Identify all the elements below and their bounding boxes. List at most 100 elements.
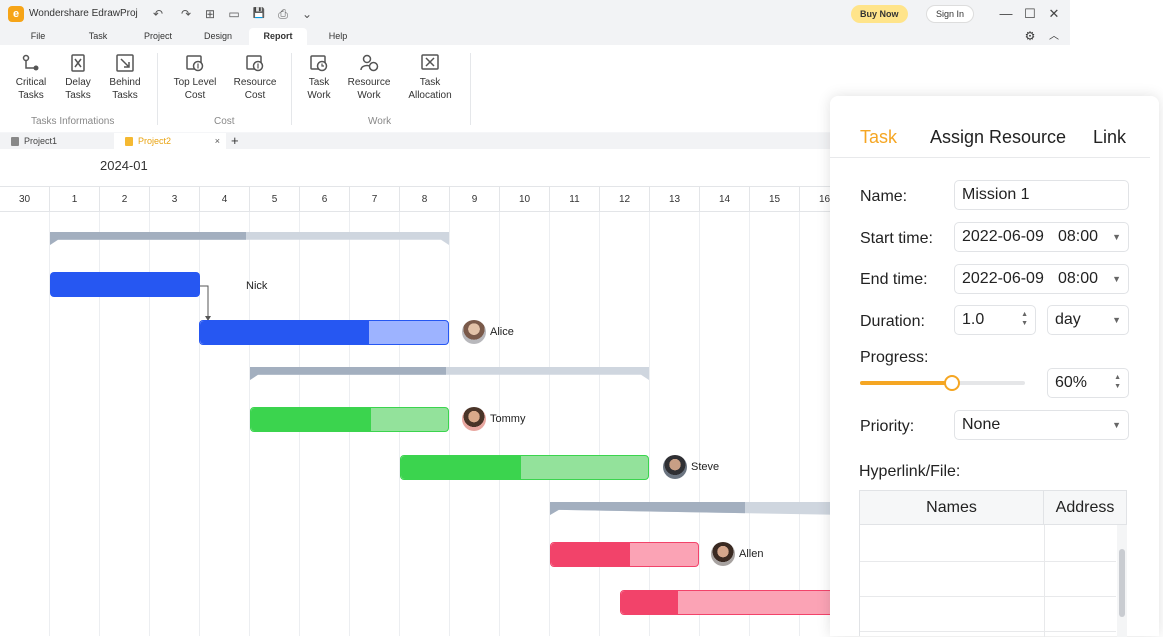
day-cell: 30 [0, 187, 50, 212]
duration-stepper[interactable]: 1.0 ▲ ▼ [954, 305, 1036, 335]
behind-tasks-line2: Tasks [112, 90, 138, 101]
end-time-picker[interactable]: 2022-06-09 08:00 ▼ [954, 264, 1129, 294]
app-title: Wondershare EdrawProj [29, 8, 138, 19]
top-level-cost-icon [186, 55, 204, 72]
menu-file[interactable]: File [30, 31, 46, 41]
day-cell: 8 [400, 187, 450, 212]
day-cell: 9 [450, 187, 500, 212]
new-icon[interactable]: ⊞ [204, 7, 216, 21]
tab-project2[interactable]: Project2 × [114, 133, 226, 149]
resource-work-button[interactable]: Resource Work [344, 53, 394, 102]
table-row[interactable] [860, 631, 1116, 632]
resource-name: Nick [246, 280, 268, 292]
print-icon[interactable]: ⎙ [278, 7, 288, 21]
resource-work-icon [360, 54, 379, 72]
critical-tasks-button[interactable]: Critical Tasks [10, 53, 52, 102]
menu-task[interactable]: Task [88, 31, 108, 41]
document-tabs: Project1 Project2 × + [0, 133, 1070, 149]
critical-tasks-icon [22, 54, 39, 71]
menu-report[interactable]: Report [249, 28, 307, 45]
tasks-informations-group-label: Tasks Informations [31, 116, 115, 127]
start-time-label: Start time: [860, 230, 933, 247]
start-time-value: 08:00 [1058, 228, 1099, 245]
table-scrollbar[interactable] [1117, 525, 1127, 637]
task-work-button[interactable]: Task Work [300, 53, 338, 102]
redo-icon[interactable]: ↷ [180, 7, 192, 21]
tab-link[interactable]: Link [1093, 127, 1127, 147]
day-cell: 10 [500, 187, 550, 212]
add-tab-button[interactable]: + [231, 133, 239, 148]
close-icon[interactable]: ✕ [1048, 6, 1060, 21]
top-level-cost-button[interactable]: Top Level Cost [169, 53, 221, 102]
undo-icon[interactable]: ↶ [152, 7, 164, 21]
stepper-arrows-icon[interactable]: ▲ ▼ [1021, 311, 1028, 327]
grid-line [99, 212, 100, 636]
start-time-picker[interactable]: 2022-06-09 08:00 ▼ [954, 222, 1129, 252]
priority-select[interactable]: None ▼ [954, 410, 1129, 440]
open-folder-icon[interactable]: ▭ [228, 7, 240, 21]
task-bar-nick[interactable] [50, 272, 200, 297]
avatar [462, 407, 486, 431]
summary-bar[interactable] [550, 502, 850, 515]
task-bar-allen[interactable] [550, 542, 699, 567]
save-icon[interactable]: 💾 [252, 8, 266, 19]
day-cell: 11 [550, 187, 600, 212]
summary-progress [550, 502, 745, 515]
buy-now-button[interactable]: Buy Now [851, 5, 908, 23]
customize-icon[interactable]: ⌄ [301, 7, 313, 21]
settings-gear-icon[interactable]: ⚙ [1024, 29, 1036, 43]
task-progress [401, 456, 521, 479]
grid-line [599, 212, 600, 636]
ribbon-separator [470, 53, 471, 125]
tab-task[interactable]: Task [860, 127, 898, 147]
stepper-arrows-icon[interactable]: ▲ ▼ [1114, 374, 1121, 390]
resource-cost-button[interactable]: Resource Cost [229, 53, 281, 102]
name-input[interactable]: Mission 1 [954, 180, 1129, 210]
tab-project1[interactable]: Project1 [0, 133, 112, 149]
behind-tasks-icon [116, 54, 134, 72]
menu-project[interactable]: Project [143, 31, 172, 41]
progress-stepper[interactable]: 60% ▲ ▼ [1047, 368, 1129, 398]
task-allocation-button[interactable]: Task Allocation [402, 53, 458, 102]
minimize-icon[interactable]: — [999, 6, 1013, 21]
progress-slider-thumb[interactable] [944, 375, 961, 391]
task-bar-steve[interactable] [400, 455, 649, 480]
grid-line [799, 212, 800, 636]
app-logo-icon: e [8, 6, 24, 22]
menu-help[interactable]: Help [328, 31, 348, 41]
priority-label: Priority: [860, 418, 915, 435]
task-bar[interactable] [620, 590, 870, 615]
dropdown-caret-icon: ▼ [1112, 274, 1121, 284]
delay-tasks-button[interactable]: Delay Tasks [58, 53, 98, 102]
top-level-cost-line1: Top Level [173, 77, 217, 88]
tab-assign-resource[interactable]: Assign Resource [930, 127, 1067, 147]
cost-group-label: Cost [214, 116, 235, 127]
delay-tasks-icon [71, 54, 85, 72]
task-allocation-icon [421, 54, 439, 70]
table-row[interactable] [860, 596, 1116, 597]
maximize-icon[interactable]: ☐ [1024, 6, 1036, 21]
critical-tasks-line2: Tasks [18, 90, 44, 101]
task-bar-alice[interactable] [199, 320, 449, 345]
scrollbar-thumb[interactable] [1119, 549, 1125, 617]
progress-slider[interactable] [860, 375, 1025, 391]
behind-tasks-button[interactable]: Behind Tasks [104, 53, 146, 102]
day-cell: 4 [200, 187, 250, 212]
close-tab-icon[interactable]: × [214, 136, 220, 146]
duration-unit-select[interactable]: day ▼ [1047, 305, 1129, 335]
table-row[interactable] [860, 561, 1116, 562]
day-cell: 3 [150, 187, 200, 212]
ribbon-separator [291, 53, 292, 125]
dropdown-caret-icon: ▼ [1112, 232, 1121, 242]
menu-design[interactable]: Design [203, 31, 232, 41]
progress-value: 60% [1055, 374, 1088, 391]
resource-cost-icon [246, 55, 264, 72]
file-icon [125, 137, 133, 146]
summary-progress [250, 367, 446, 380]
grid-line [749, 212, 750, 636]
work-group-label: Work [368, 116, 392, 127]
task-bar-tommy[interactable] [250, 407, 449, 432]
resource-cost-line1: Resource [233, 77, 277, 88]
sign-in-button[interactable]: Sign In [926, 5, 975, 23]
collapse-ribbon-icon[interactable]: ︿ [1049, 31, 1059, 42]
